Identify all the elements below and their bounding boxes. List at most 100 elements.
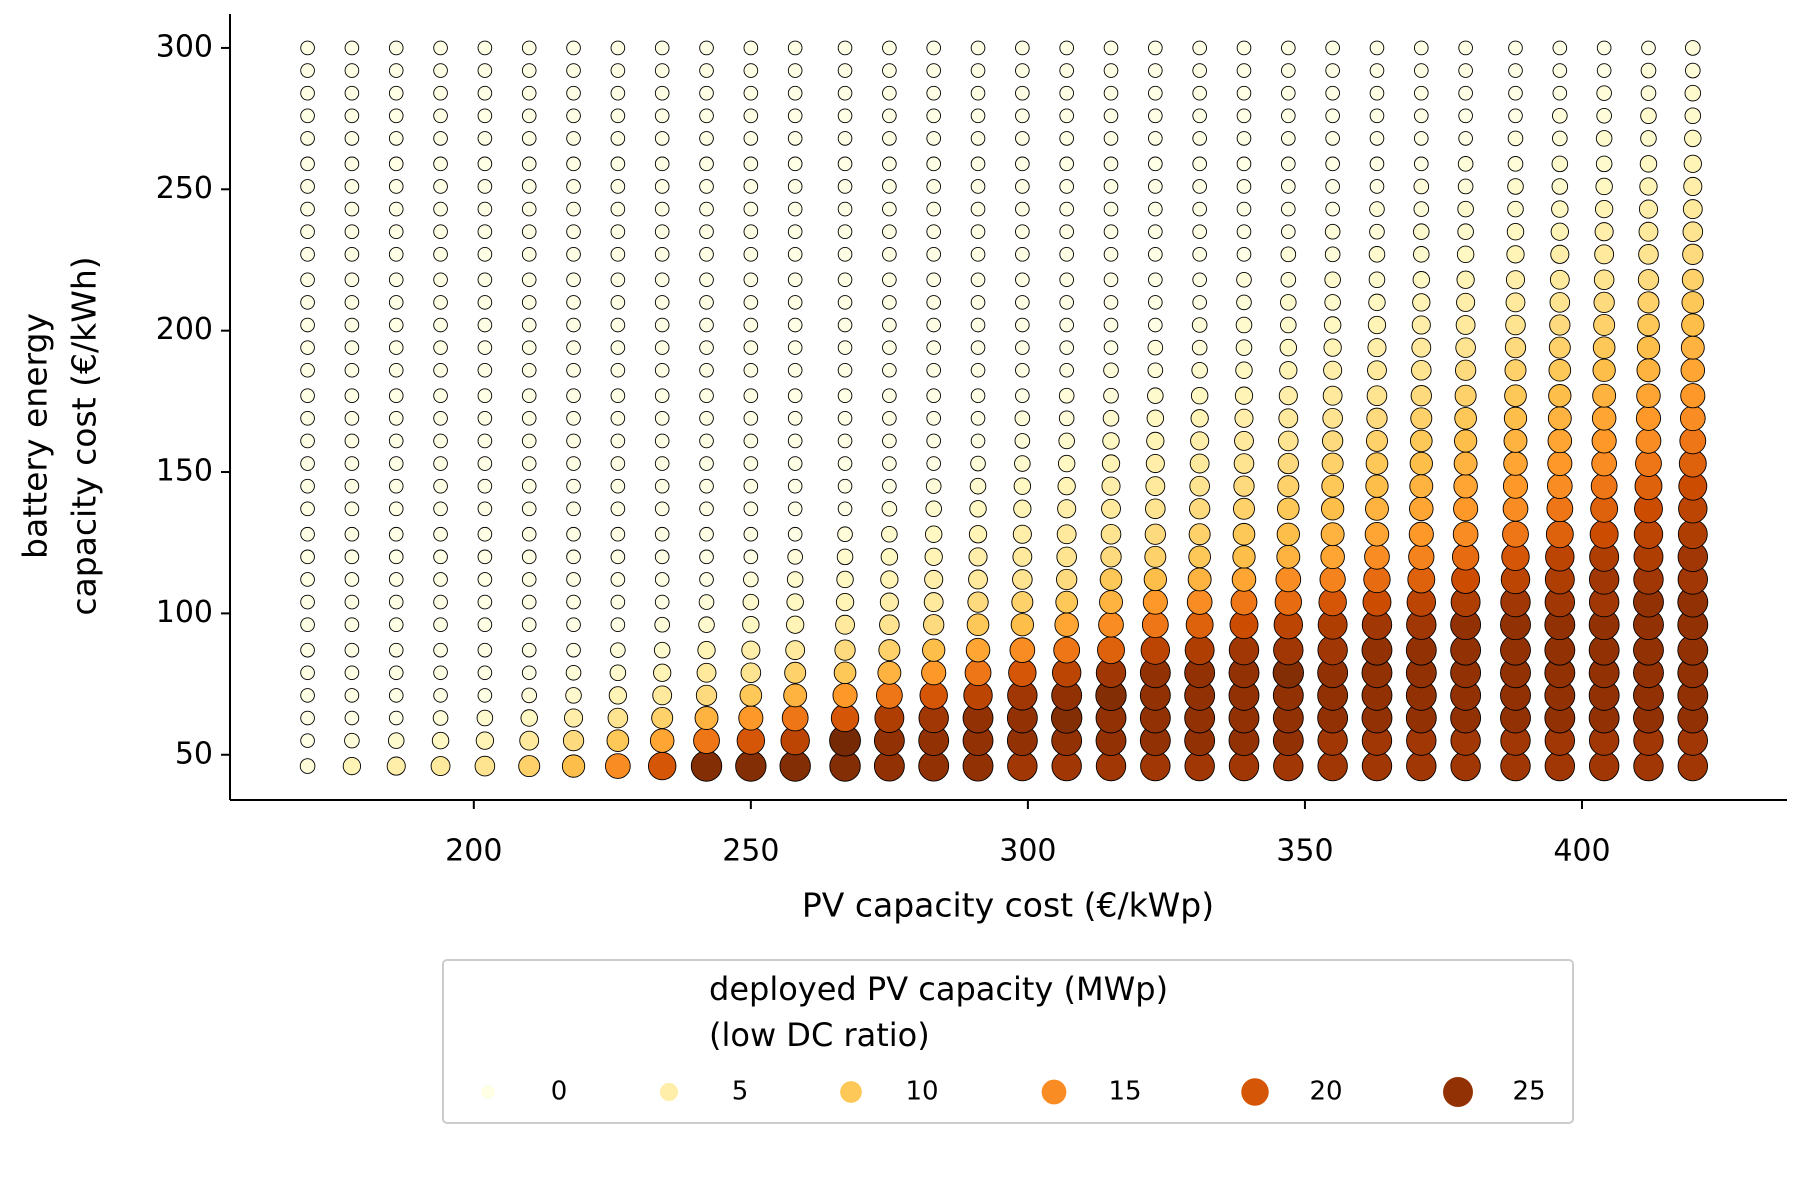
bubble — [1506, 222, 1525, 241]
bubble — [699, 63, 714, 78]
bubble — [1637, 269, 1660, 291]
bubble — [1059, 295, 1074, 310]
bubble — [1365, 452, 1389, 475]
bubble — [1635, 428, 1662, 454]
bubble — [388, 63, 404, 78]
bubble — [477, 594, 493, 610]
bubble — [969, 477, 987, 495]
bubble — [433, 478, 448, 494]
bubble — [699, 272, 714, 288]
bubble — [1593, 269, 1615, 291]
bubble — [970, 63, 986, 78]
bubble — [344, 617, 360, 633]
bubble — [607, 707, 629, 729]
bubble — [968, 525, 988, 544]
bubble — [344, 40, 360, 56]
bubble — [926, 108, 942, 124]
bubble — [1504, 359, 1527, 382]
bubble — [786, 615, 805, 634]
bubble — [1059, 317, 1074, 333]
bubble — [1508, 108, 1523, 124]
bubble — [300, 710, 315, 726]
bubble — [1504, 336, 1527, 359]
bubble — [1236, 201, 1252, 217]
bubble — [388, 526, 404, 542]
bubble — [837, 224, 853, 240]
bubble — [1320, 522, 1345, 547]
bubble — [1680, 335, 1705, 360]
x-axis-label: PV capacity cost (€/kWp) — [802, 886, 1214, 925]
bubble — [566, 156, 581, 172]
bubble — [1457, 156, 1474, 172]
bubble — [388, 247, 404, 262]
bubble — [877, 660, 902, 685]
bubble — [926, 201, 942, 217]
bubble — [1504, 384, 1527, 408]
bubble — [1413, 246, 1430, 263]
bubble — [1679, 427, 1707, 455]
bubble — [1454, 406, 1477, 430]
bubble — [300, 340, 315, 355]
bubble — [1235, 339, 1253, 356]
bubble — [743, 388, 759, 403]
bubble — [1453, 496, 1479, 522]
bubble — [1681, 313, 1705, 337]
bubble — [1412, 271, 1431, 289]
bubble — [521, 433, 537, 449]
bubble — [475, 731, 495, 750]
bubble — [433, 456, 448, 471]
y-axis-label: battery energy — [16, 313, 55, 559]
bubble — [1191, 317, 1208, 333]
bubble — [699, 224, 714, 240]
bubble — [521, 456, 537, 471]
bubble — [344, 665, 360, 681]
bubble — [743, 201, 759, 217]
y-tick-label: 200 — [156, 312, 213, 347]
bubble — [654, 501, 670, 517]
bubble — [1319, 566, 1346, 593]
bubble — [1367, 338, 1387, 358]
bubble — [1281, 40, 1296, 56]
bubble — [388, 594, 404, 610]
bubble — [1367, 315, 1387, 335]
bubble — [698, 616, 715, 633]
bubble — [1192, 131, 1207, 146]
bubble — [521, 108, 537, 124]
bubble — [521, 388, 537, 403]
bubble — [924, 569, 944, 590]
bubble — [1548, 358, 1572, 382]
bubble — [787, 549, 803, 565]
bubble — [344, 156, 360, 172]
bubble — [1148, 224, 1163, 240]
bubble — [1507, 200, 1524, 218]
bubble — [300, 247, 315, 262]
bubble — [566, 478, 581, 494]
bubble — [1409, 474, 1434, 499]
bubble — [1059, 362, 1074, 378]
bubble — [300, 642, 315, 658]
y-axis-label: capacity cost (€/kWh) — [65, 256, 104, 615]
bubble — [1593, 291, 1615, 314]
bubble — [882, 224, 897, 240]
bubble — [477, 388, 493, 403]
bubble — [300, 411, 315, 426]
bubble — [697, 641, 716, 660]
bubble — [1274, 588, 1302, 616]
bubble — [566, 388, 581, 403]
bubble — [477, 272, 493, 288]
bubble — [743, 224, 759, 240]
bubble — [477, 411, 493, 426]
bubble — [926, 63, 942, 78]
bubble — [1453, 473, 1478, 499]
bubble — [787, 388, 803, 403]
bubble — [1366, 385, 1388, 406]
bubble — [1507, 130, 1524, 147]
bubble — [699, 295, 714, 310]
bubble — [521, 63, 537, 78]
bubble — [610, 179, 626, 194]
bubble — [1455, 315, 1476, 335]
bubble — [1015, 224, 1030, 240]
bubble — [1408, 543, 1435, 570]
bubble — [1552, 40, 1568, 56]
bubble — [1059, 340, 1074, 355]
